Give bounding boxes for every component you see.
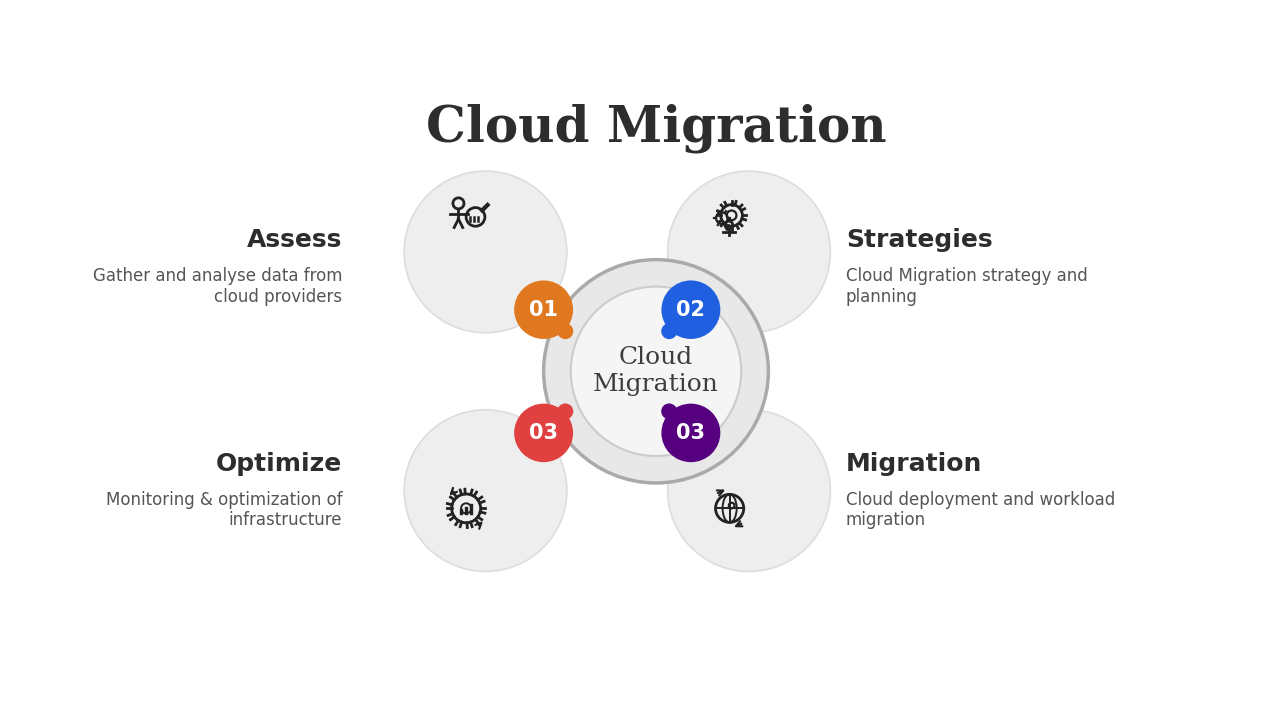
Text: Optimize: Optimize [216,451,342,476]
Circle shape [662,404,721,462]
Text: Strategies: Strategies [846,228,992,253]
Circle shape [668,171,831,333]
Text: 02: 02 [676,300,705,320]
Text: 01: 01 [529,300,558,320]
Text: Cloud
Migration: Cloud Migration [593,346,719,396]
Text: Cloud deployment and workload
migration: Cloud deployment and workload migration [846,490,1115,529]
Text: Gather and analyse data from
cloud providers: Gather and analyse data from cloud provi… [92,267,342,306]
Circle shape [662,280,721,339]
Text: Cloud Migration: Cloud Migration [426,104,886,153]
Circle shape [515,404,573,462]
Text: 03: 03 [676,423,705,443]
Circle shape [571,287,741,456]
Circle shape [404,171,567,333]
Text: Monitoring & optimization of
infrastructure: Monitoring & optimization of infrastruct… [105,490,342,529]
Circle shape [557,403,573,419]
Circle shape [544,260,768,483]
Circle shape [404,410,567,572]
Circle shape [515,280,573,339]
Text: 03: 03 [529,423,558,443]
Circle shape [557,323,573,339]
Text: Cloud Migration strategy and
planning: Cloud Migration strategy and planning [846,267,1088,306]
Circle shape [668,410,831,572]
Text: Assess: Assess [247,228,342,253]
Circle shape [662,403,677,419]
Text: Migration: Migration [846,451,982,476]
Circle shape [662,323,677,339]
